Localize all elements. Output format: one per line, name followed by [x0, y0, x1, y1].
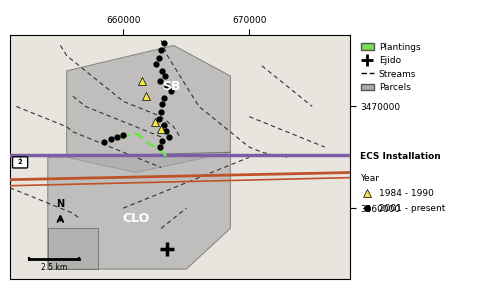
- Text: SB: SB: [162, 80, 180, 93]
- Text: N: N: [56, 199, 64, 209]
- Text: 2.5 km: 2.5 km: [41, 263, 67, 272]
- Polygon shape: [66, 46, 230, 173]
- Polygon shape: [48, 228, 98, 269]
- Text: Year: Year: [360, 174, 379, 183]
- Legend: 1984 - 1990, 2001 - present: 1984 - 1990, 2001 - present: [358, 186, 448, 216]
- FancyBboxPatch shape: [12, 157, 28, 168]
- Text: ECS Installation: ECS Installation: [360, 152, 441, 161]
- Text: CLO: CLO: [122, 212, 150, 225]
- Polygon shape: [48, 152, 230, 269]
- Text: I: I: [20, 156, 21, 161]
- Text: 2: 2: [18, 159, 22, 165]
